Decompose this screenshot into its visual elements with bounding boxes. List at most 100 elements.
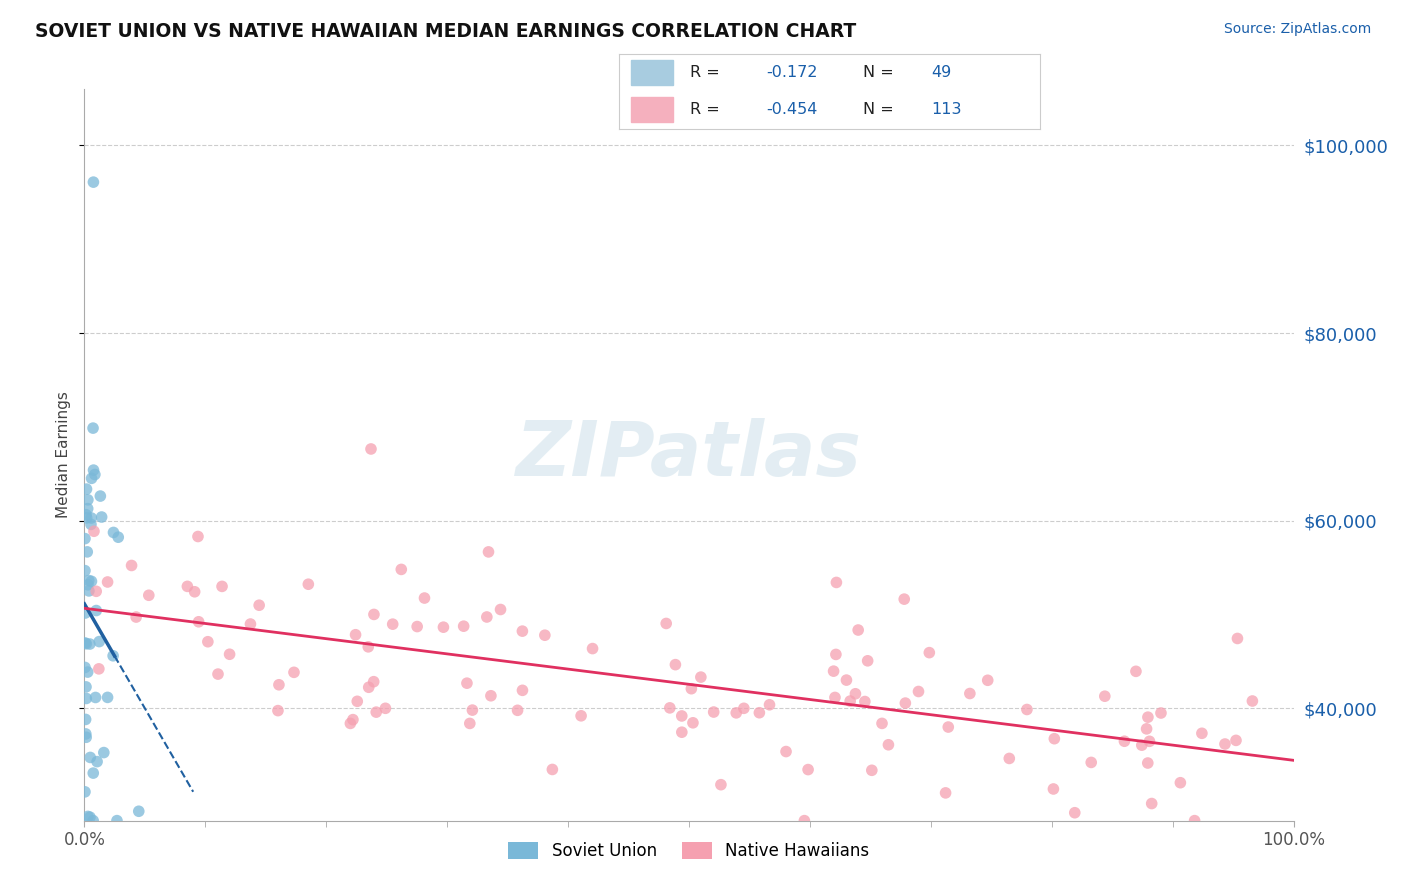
Point [381, 617, 404, 632]
Point [748, 706, 770, 720]
Point [80, 511, 103, 525]
Point [89, 489, 111, 503]
Point [998, 751, 1021, 765]
Point [218, 647, 240, 661]
Text: 49: 49 [931, 65, 950, 80]
Point [797, 763, 820, 777]
Point [344, 628, 367, 642]
Point [374, 701, 396, 715]
Point [187, 615, 209, 629]
Point [80, 574, 103, 589]
Point [84, 584, 107, 599]
Point [82, 766, 104, 780]
Point [1150, 706, 1173, 720]
Point [1191, 726, 1213, 740]
Point [75, 606, 97, 620]
Point [75, 691, 97, 706]
Point [73, 660, 96, 674]
Point [453, 619, 475, 633]
Point [432, 620, 454, 634]
Text: -0.172: -0.172 [766, 65, 818, 80]
Point [82, 814, 104, 828]
Point [825, 648, 848, 662]
Point [346, 694, 368, 708]
Point [733, 701, 755, 715]
Point [79, 637, 101, 651]
Point [283, 665, 305, 680]
Point [80, 471, 103, 485]
Point [1043, 731, 1066, 746]
Point [671, 725, 693, 739]
Point [75, 508, 97, 522]
Point [79, 750, 101, 764]
Point [977, 673, 1000, 688]
Point [76, 511, 98, 525]
Point [489, 602, 512, 616]
Point [758, 698, 780, 712]
Point [512, 624, 534, 639]
Point [413, 591, 436, 605]
Point [541, 763, 564, 777]
FancyBboxPatch shape [631, 61, 673, 86]
Point [121, 558, 143, 573]
Point [297, 577, 319, 591]
Point [75, 731, 97, 745]
Point [107, 530, 129, 544]
Point [1080, 756, 1102, 770]
Point [664, 657, 686, 672]
Point [87, 662, 110, 676]
Point [793, 814, 815, 828]
Legend: Soviet Union, Native Hawaiians: Soviet Union, Native Hawaiians [502, 836, 876, 867]
Point [77, 583, 100, 598]
Point [1136, 756, 1159, 770]
Point [534, 628, 557, 642]
Point [93, 746, 115, 760]
Point [366, 705, 388, 719]
Point [1042, 781, 1064, 796]
Point [461, 703, 484, 717]
Point [725, 706, 748, 720]
Point [75, 637, 97, 651]
Point [936, 720, 959, 734]
Point [82, 175, 104, 189]
Point [918, 646, 941, 660]
Point [458, 716, 481, 731]
Point [357, 680, 380, 694]
Point [835, 673, 858, 687]
Text: R =: R = [690, 102, 720, 117]
Point [477, 545, 499, 559]
Point [239, 617, 262, 632]
Point [893, 592, 915, 607]
Text: ZIPatlas: ZIPatlas [516, 418, 862, 491]
Point [825, 575, 848, 590]
Point [101, 648, 124, 663]
Point [1063, 805, 1085, 820]
Point [97, 690, 120, 705]
Point [682, 715, 704, 730]
Point [73, 636, 96, 650]
Text: SOVIET UNION VS NATIVE HAWAIIAN MEDIAN EARNINGS CORRELATION CHART: SOVIET UNION VS NATIVE HAWAIIAN MEDIAN E… [35, 22, 856, 41]
Point [363, 674, 385, 689]
Point [1094, 690, 1116, 704]
Point [1213, 737, 1236, 751]
Point [853, 694, 876, 708]
Point [247, 599, 270, 613]
Point [1140, 797, 1163, 811]
Point [775, 745, 797, 759]
Point [389, 562, 412, 576]
Point [360, 442, 382, 456]
Point [581, 641, 603, 656]
Point [76, 482, 98, 496]
Point [475, 610, 498, 624]
Point [75, 680, 97, 694]
Point [105, 814, 128, 828]
Point [267, 704, 290, 718]
Point [569, 708, 592, 723]
Point [75, 727, 97, 741]
Text: N =: N = [863, 102, 894, 117]
Point [1125, 665, 1147, 679]
Point [83, 524, 105, 539]
Point [655, 616, 678, 631]
Point [138, 588, 160, 602]
Point [681, 681, 703, 696]
